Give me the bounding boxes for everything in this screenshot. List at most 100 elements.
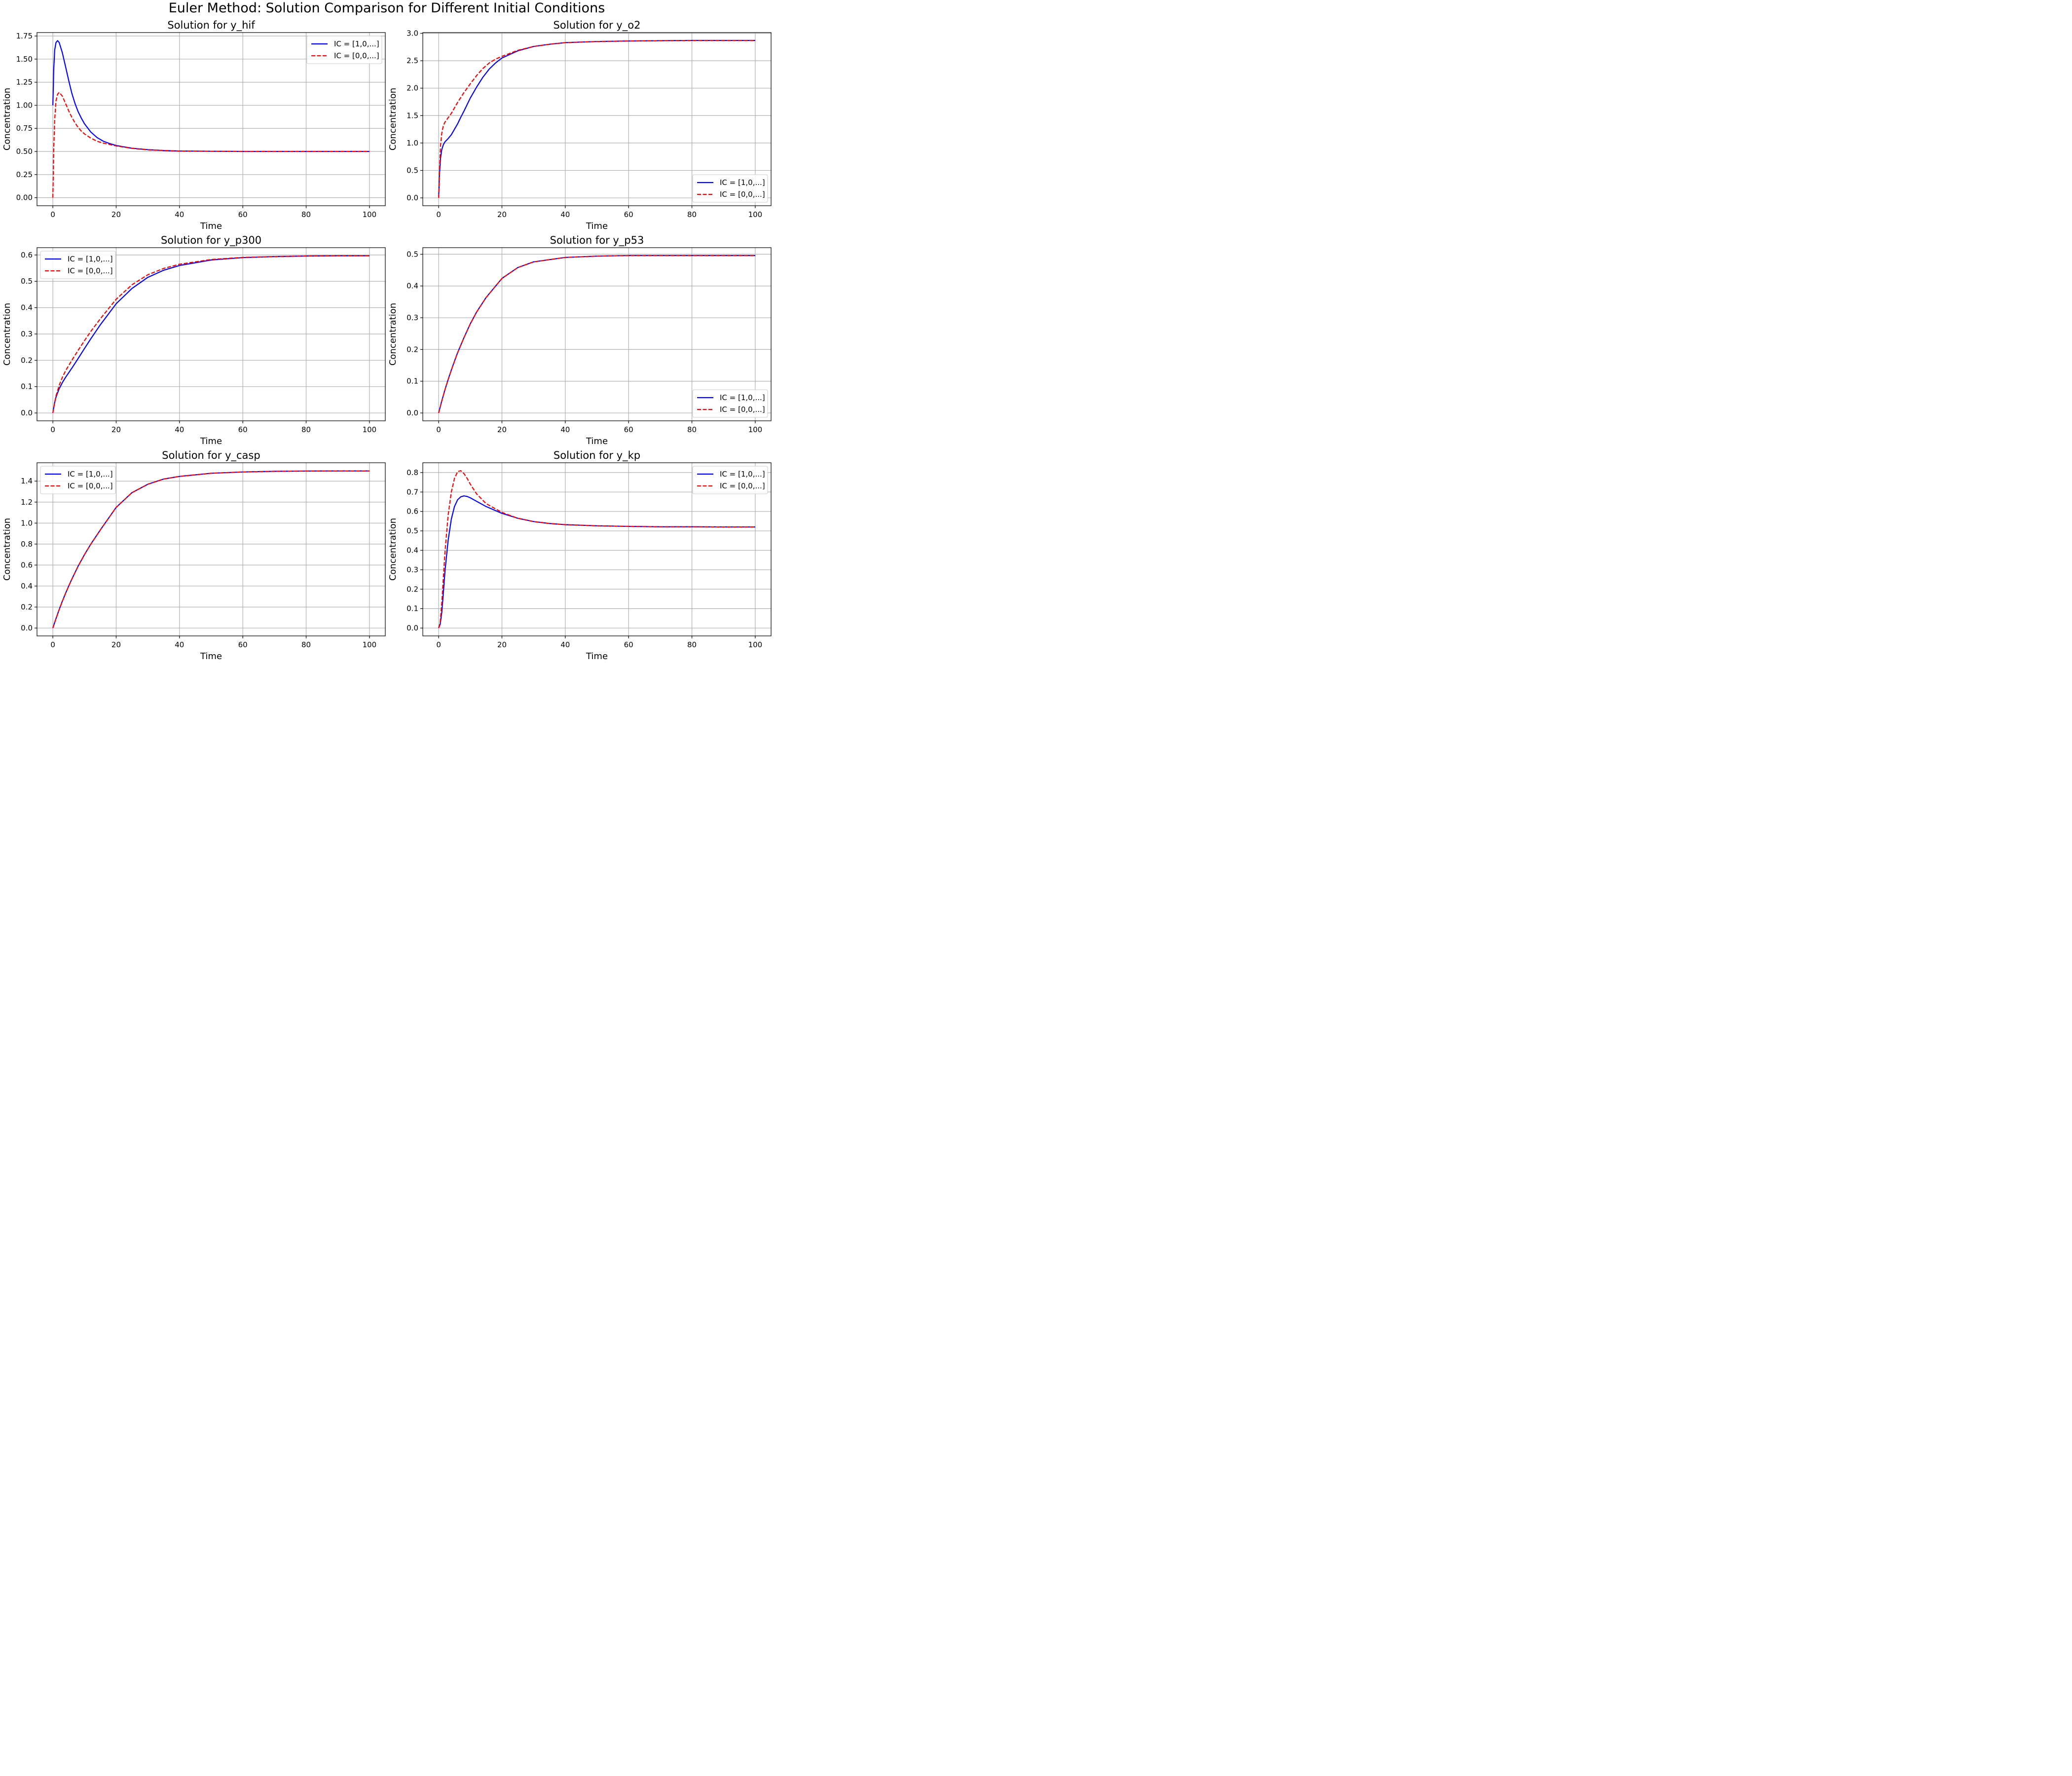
x-tick-label: 40 — [175, 640, 184, 649]
x-tick-label: 80 — [301, 640, 311, 649]
y-tick-label: 0.6 — [21, 560, 33, 569]
x-tick-label: 0 — [50, 210, 55, 219]
y-tick-label: 0.8 — [21, 540, 33, 549]
x-axis-label: Time — [200, 651, 222, 662]
x-tick-label: 60 — [238, 210, 248, 219]
legend: IC = [1,0,...] IC = [0,0,...] — [692, 174, 768, 203]
subplot-title: Solution for y_o2 — [554, 19, 641, 32]
subplot-5: 0 20 40 60 80 100 0.0 0.2 0.4 0.6 0.8 1.0 1.2 1.4 Solu… — [2, 449, 386, 662]
y-tick-label: 0.5 — [407, 526, 418, 535]
y-tick-label: 1.0 — [21, 518, 33, 527]
y-tick-label: 0.2 — [407, 345, 418, 354]
y-axis-label: Concentration — [388, 303, 398, 366]
x-axis-label: Time — [586, 651, 608, 662]
series-line-ic1 — [52, 255, 370, 413]
legend-label: IC = [0,0,...] — [720, 405, 765, 414]
y-tick-label: 0.7 — [407, 487, 418, 496]
subplot-3: 0 20 40 60 80 100 0.0 0.1 0.2 0.3 0.4 0.5 0.6 Solutio… — [2, 234, 386, 446]
series-line-ic0 — [438, 470, 755, 629]
legend-label: IC = [1,0,...] — [68, 470, 113, 479]
y-tick-label: 0.0 — [407, 408, 418, 417]
x-tick-label: 40 — [560, 210, 570, 219]
y-tick-label: 0.1 — [407, 604, 418, 613]
y-tick-label: 0.25 — [16, 170, 33, 179]
y-tick-label: 3.0 — [407, 29, 418, 38]
y-tick-label: 0.4 — [407, 546, 418, 555]
x-tick-label: 100 — [748, 640, 763, 649]
series-line-ic0 — [52, 92, 370, 198]
y-axis-label: Concentration — [2, 303, 12, 366]
axes-frame — [37, 32, 386, 206]
y-tick-label: 1.4 — [21, 477, 33, 485]
x-tick-label: 80 — [301, 425, 311, 434]
x-tick-label: 100 — [363, 640, 377, 649]
figure-suptitle: Euler Method: Solution Comparison for Di… — [168, 0, 605, 16]
legend-label: IC = [0,0,...] — [720, 190, 765, 199]
subplot-title: Solution for y_kp — [554, 449, 640, 462]
legend: IC = [1,0,...] IC = [0,0,...] — [692, 389, 768, 418]
y-axis-label: Concentration — [2, 518, 12, 581]
y-tick-label: 1.2 — [21, 498, 33, 507]
legend: IC = [1,0,...] IC = [0,0,...] — [692, 466, 768, 494]
y-tick-label: 0.0 — [21, 408, 33, 417]
y-tick-label: 1.5 — [407, 111, 418, 120]
x-tick-label: 100 — [748, 425, 763, 434]
y-tick-label: 2.0 — [407, 84, 418, 93]
legend: IC = [1,0,...] IC = [0,0,...] — [306, 36, 382, 64]
series-line-ic1 — [438, 495, 755, 629]
series-line-ic0 — [52, 470, 370, 629]
axes-frame — [37, 462, 386, 636]
x-tick-label: 40 — [175, 210, 184, 219]
x-tick-label: 40 — [175, 425, 184, 434]
x-tick-label: 60 — [624, 640, 633, 649]
y-tick-label: 0.0 — [407, 624, 418, 632]
x-tick-label: 20 — [497, 425, 507, 434]
x-tick-label: 60 — [238, 640, 248, 649]
legend-label: IC = [1,0,...] — [720, 470, 765, 479]
subplot-2: 0 20 40 60 80 100 0.0 0.5 1.0 1.5 2.0 2.5 3.0 Solutio… — [388, 19, 772, 231]
y-tick-label: 0.4 — [21, 303, 33, 312]
x-axis-label: Time — [586, 221, 608, 231]
legend-label: IC = [1,0,...] — [68, 255, 113, 263]
axes-frame — [422, 247, 772, 421]
x-axis-label: Time — [200, 221, 222, 231]
y-tick-label: 1.50 — [16, 55, 33, 64]
subplot-title: Solution for y_hif — [167, 19, 255, 32]
legend-box — [40, 466, 116, 494]
x-tick-label: 20 — [497, 210, 507, 219]
subplot-4: 0 20 40 60 80 100 0.0 0.1 0.2 0.3 0.4 0.5 Solution f… — [388, 234, 772, 446]
legend-box — [692, 389, 768, 418]
y-tick-label: 1.0 — [407, 139, 418, 148]
x-tick-label: 60 — [238, 425, 248, 434]
legend-label: IC = [0,0,...] — [68, 266, 113, 275]
x-tick-label: 80 — [687, 640, 697, 649]
y-tick-label: 0.2 — [21, 356, 33, 365]
y-tick-label: 0.3 — [407, 313, 418, 322]
x-tick-label: 0 — [436, 640, 441, 649]
y-tick-label: 0.0 — [407, 193, 418, 202]
y-tick-label: 0.6 — [21, 251, 33, 259]
series-line-ic0 — [52, 255, 370, 413]
x-tick-label: 0 — [436, 425, 441, 434]
x-tick-label: 20 — [111, 210, 121, 219]
axes-frame — [422, 462, 772, 636]
y-tick-label: 0.0 — [21, 624, 33, 632]
legend-label: IC = [1,0,...] — [720, 393, 765, 402]
x-tick-label: 80 — [687, 210, 697, 219]
series-line-ic1 — [438, 39, 755, 198]
legend-label: IC = [0,0,...] — [334, 51, 379, 60]
x-tick-label: 0 — [50, 640, 55, 649]
x-tick-label: 100 — [363, 425, 377, 434]
y-tick-label: 0.8 — [407, 468, 418, 477]
x-axis-label: Time — [200, 436, 222, 446]
x-tick-label: 20 — [111, 425, 121, 434]
legend-label: IC = [0,0,...] — [68, 481, 113, 490]
x-tick-label: 0 — [436, 210, 441, 219]
legend-box — [692, 174, 768, 203]
legend: IC = [1,0,...] IC = [0,0,...] — [40, 251, 116, 279]
legend-box — [306, 36, 382, 64]
y-tick-label: 0.3 — [21, 330, 33, 338]
series-line-ic0 — [438, 39, 755, 198]
y-axis-label: Concentration — [388, 88, 398, 150]
legend-label: IC = [1,0,...] — [720, 178, 765, 187]
